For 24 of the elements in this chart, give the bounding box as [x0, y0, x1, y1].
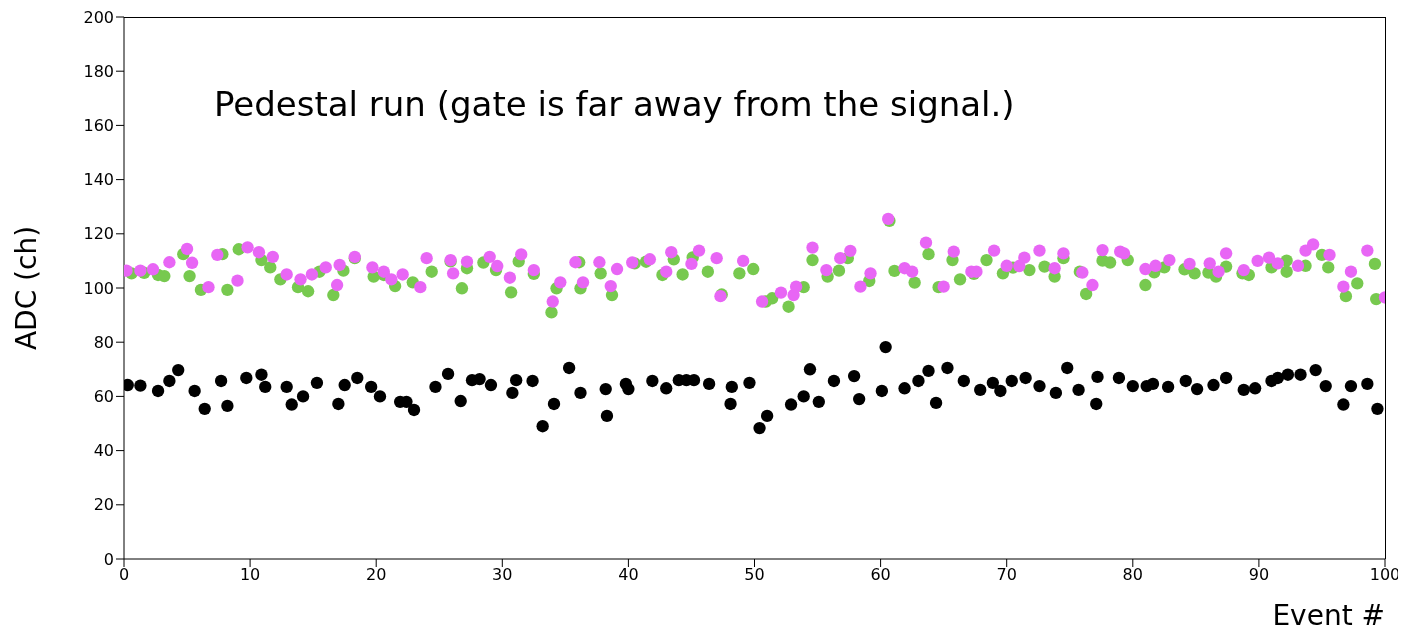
x-tick-label: 50: [744, 565, 765, 585]
x-tick-label: 90: [1248, 565, 1270, 585]
y-axis-title: ADC (ch): [9, 225, 43, 351]
x-tick-label: 60: [870, 565, 891, 585]
y-tick-label: 120: [83, 224, 114, 244]
annotation: Pedestal run (gate is far away from the signal.): [214, 84, 1015, 124]
y-tick-label: 40: [93, 441, 114, 461]
x-tick-label: 30: [492, 565, 513, 585]
x-tick-label: 70: [996, 565, 1017, 585]
y-tick-label: 60: [93, 387, 114, 407]
x-tick-label: 20: [366, 565, 387, 585]
x-tick-label: 0: [118, 565, 130, 585]
x-tick-label: 40: [618, 565, 639, 585]
y-tick-label: 140: [83, 170, 114, 190]
x-tick-label: 10: [239, 565, 261, 585]
y-tick-label: 20: [93, 495, 114, 515]
y-tick-label: 200: [83, 7, 114, 27]
y-tick-label: 100: [83, 278, 114, 298]
y-tick-label: 0: [103, 549, 114, 569]
y-tick-label: 160: [83, 116, 114, 136]
y-tick-label: 80: [93, 332, 114, 352]
y-tick-label: 180: [83, 61, 114, 81]
x-tick-label: 80: [1122, 565, 1143, 585]
x-axis-title: Event #: [1272, 599, 1385, 632]
